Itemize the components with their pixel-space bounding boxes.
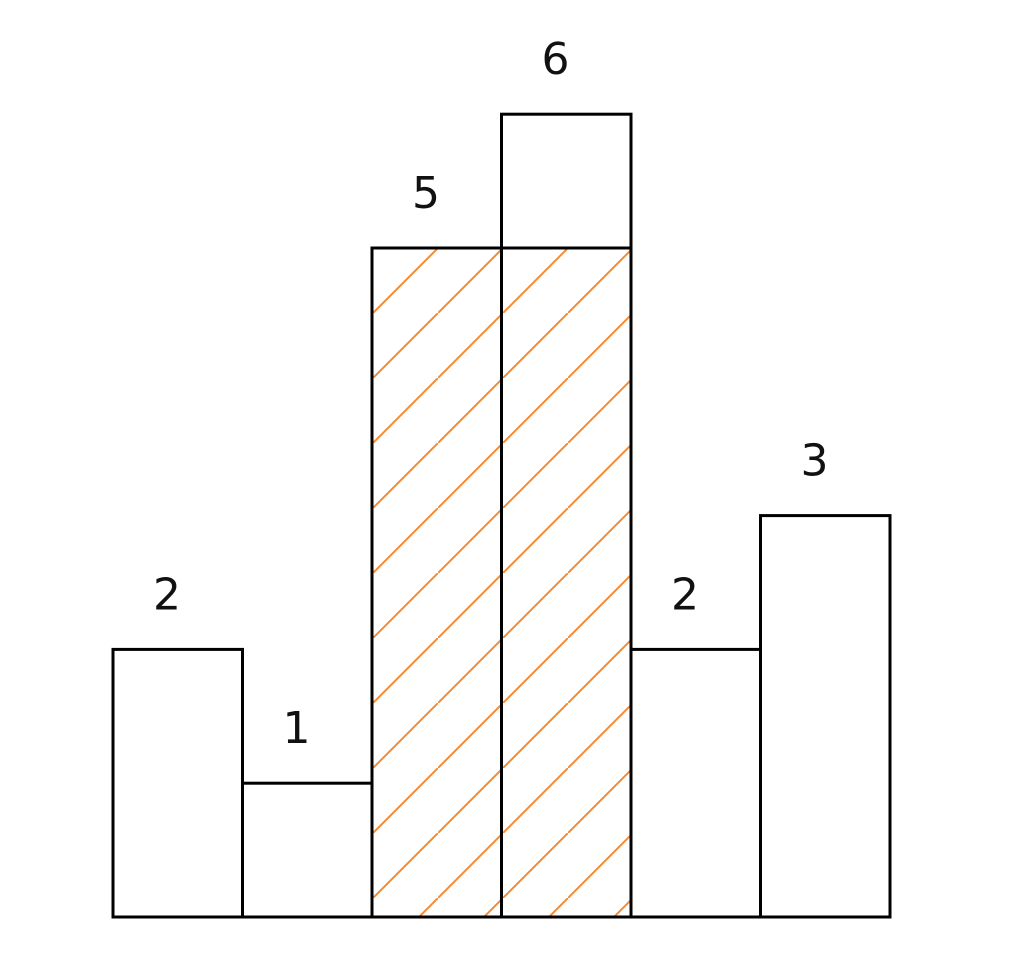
- bar-1: [241, 781, 374, 919]
- bar-label-0: 2: [153, 569, 181, 620]
- bar-labels-group: 2 1 5 6 2 3: [153, 34, 829, 754]
- bar-label-5: 3: [801, 436, 829, 487]
- bar-0: [111, 647, 244, 919]
- bars-group: [111, 112, 892, 919]
- bar-5: [759, 514, 892, 919]
- bar-label-2: 5: [412, 168, 440, 219]
- bar-label-4: 2: [671, 569, 699, 620]
- bar-label-3: 6: [542, 34, 570, 85]
- bar-4: [629, 647, 762, 919]
- bar-label-1: 1: [283, 703, 311, 754]
- bar-3: [500, 112, 633, 919]
